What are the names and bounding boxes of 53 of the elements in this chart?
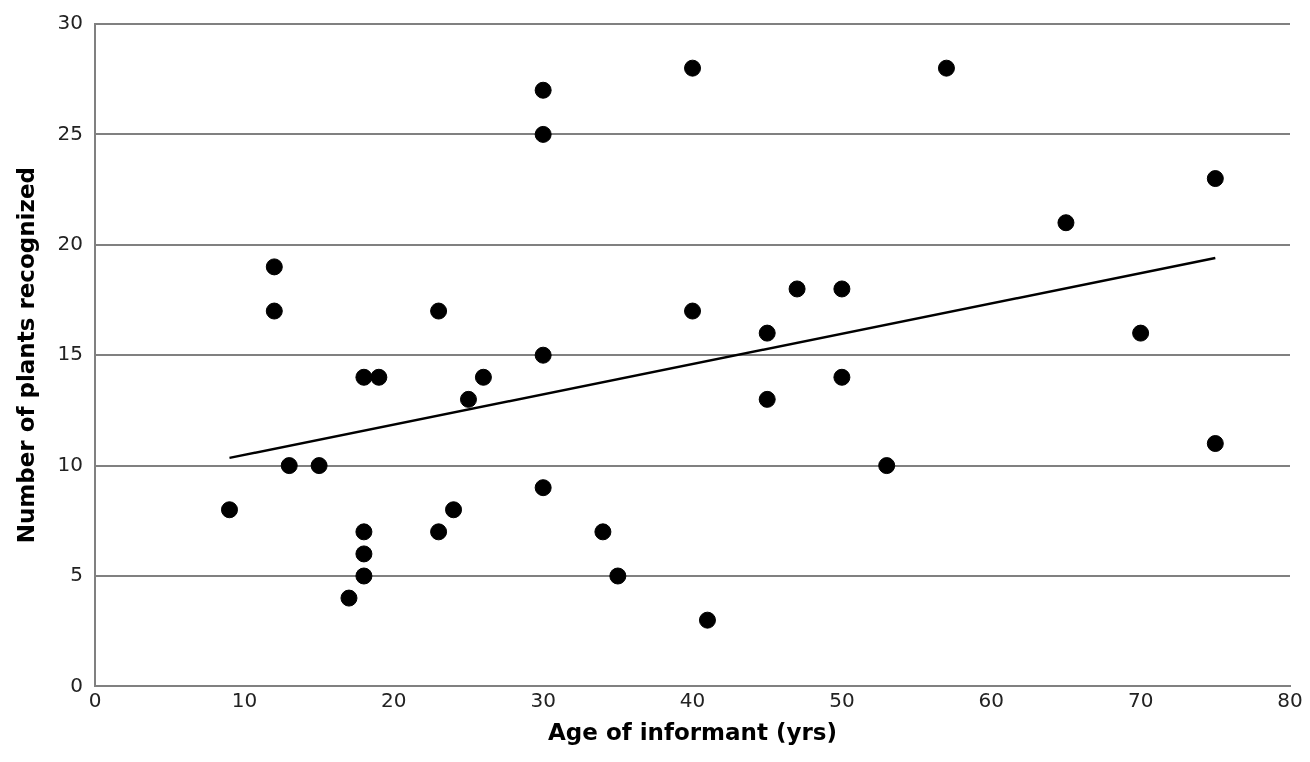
x-tick-label: 60	[978, 687, 1004, 712]
point	[265, 302, 283, 320]
y-tick-label: 25	[57, 120, 84, 145]
point	[280, 457, 298, 475]
point	[594, 523, 612, 541]
point	[220, 501, 238, 519]
point	[1206, 170, 1224, 188]
point	[833, 280, 851, 298]
point	[1057, 214, 1075, 232]
x-tick-label: 20	[381, 687, 407, 712]
x-tick-label: 10	[231, 687, 258, 712]
point	[788, 280, 806, 298]
point	[534, 346, 552, 364]
point	[684, 302, 702, 320]
point	[534, 479, 552, 497]
x-tick-label: 30	[530, 687, 556, 712]
point	[833, 368, 851, 386]
point	[355, 523, 373, 541]
point	[698, 611, 716, 629]
point	[430, 302, 448, 320]
x-tick-label: 0	[88, 687, 102, 712]
y-tick-label: 20	[57, 231, 84, 255]
point	[340, 589, 358, 607]
point	[445, 501, 463, 519]
point	[265, 258, 283, 276]
x-tick-label: 50	[829, 687, 855, 712]
point	[370, 368, 388, 386]
point	[355, 368, 373, 386]
y-tick-label: 15	[57, 341, 84, 366]
y-tick-label: 30	[57, 10, 84, 35]
point	[1206, 435, 1224, 453]
point	[355, 545, 373, 563]
y-tick-label: 10	[57, 451, 84, 476]
point	[474, 368, 492, 386]
point	[684, 59, 702, 77]
y-axis-title: Number of plants recognized	[12, 167, 39, 544]
point	[758, 324, 776, 342]
x-tick-label: 40	[679, 687, 706, 712]
point	[937, 59, 955, 77]
point	[355, 567, 373, 585]
point	[534, 125, 552, 143]
y-tick-label: 5	[70, 562, 84, 587]
point	[1132, 324, 1150, 342]
point	[459, 390, 477, 408]
point	[534, 81, 552, 99]
x-axis-title: Age of informant (yrs)	[548, 719, 838, 746]
x-tick-label: 70	[1127, 687, 1154, 712]
x-tick-label: 80	[1277, 687, 1303, 712]
point	[310, 457, 328, 475]
point	[878, 457, 896, 475]
point	[609, 567, 627, 585]
point	[758, 390, 776, 408]
point	[430, 523, 448, 541]
